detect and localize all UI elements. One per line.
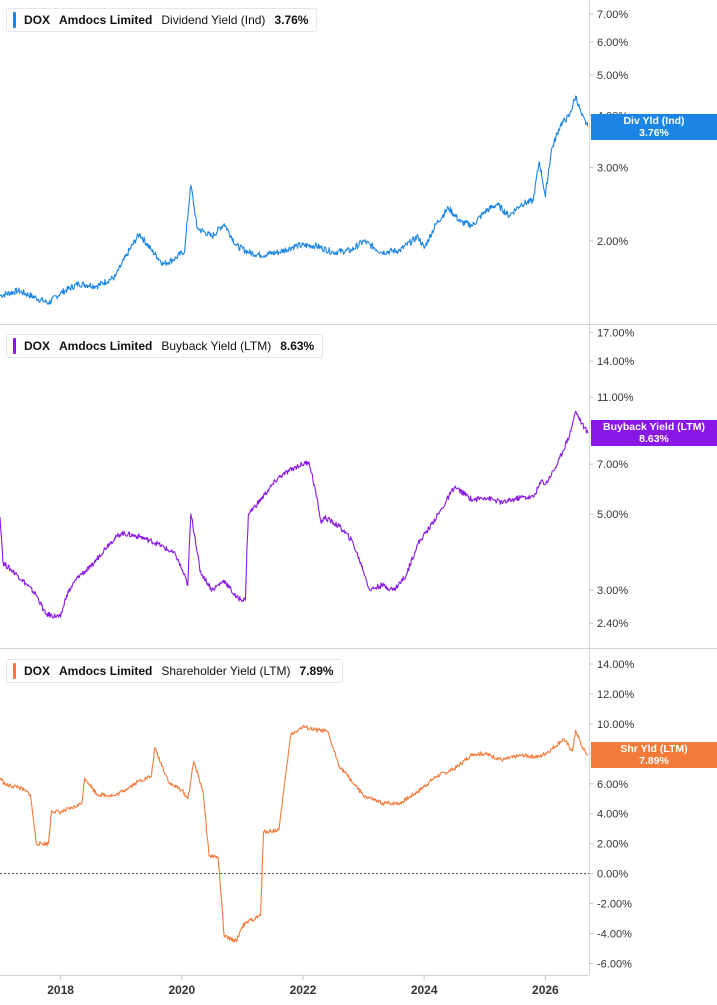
- last-value-tag-buyback: Buyback Yield (LTM) 8.63%: [591, 420, 717, 447]
- x-tick-label: 2024: [411, 983, 438, 997]
- y-tick-label: 14.00%: [597, 356, 635, 368]
- legend-metric: Dividend Yield (Ind): [161, 13, 266, 27]
- y-tick-label: 6.00%: [597, 37, 628, 49]
- y-tick-label: 7.00%: [597, 459, 628, 471]
- y-tick-label: 7.00%: [597, 9, 628, 21]
- y-tick-label: 6.00%: [597, 779, 628, 791]
- tag-value: 8.63%: [639, 433, 669, 446]
- legend-swatch: [13, 663, 16, 679]
- series-line-buyback-yield-ltm-: [0, 410, 589, 619]
- y-tick-label: 12.00%: [597, 689, 635, 701]
- last-value-tag-dividend: Div Yld (Ind) 3.76%: [591, 113, 717, 140]
- tag-label: Shr Yld (LTM): [620, 743, 688, 756]
- legend-ticker: DOX: [24, 339, 51, 353]
- legend-company: Amdocs Limited: [59, 13, 153, 27]
- legend-last-value: 7.89%: [299, 664, 334, 678]
- legend-dividend-yield: DOX Amdocs Limited Dividend Yield (Ind) …: [6, 8, 318, 32]
- legend-metric: Shareholder Yield (LTM): [161, 664, 291, 678]
- y-tick-label: 3.00%: [597, 163, 628, 175]
- legend-company: Amdocs Limited: [59, 664, 153, 678]
- x-tick-label: 2022: [290, 983, 317, 997]
- y-tick-label: 14.00%: [597, 659, 635, 671]
- tag-value: 3.76%: [639, 126, 669, 139]
- tag-label: Div Yld (Ind): [623, 114, 685, 127]
- legend-last-value: 8.63%: [280, 339, 315, 353]
- y-tick-label: -4.00%: [597, 929, 632, 941]
- legend-last-value: 3.76%: [274, 13, 309, 27]
- y-tick-label: 10.00%: [597, 719, 635, 731]
- tag-label: Buyback Yield (LTM): [603, 421, 705, 434]
- y-tick-label: 11.00%: [597, 392, 634, 404]
- x-tick-label: 2020: [168, 983, 195, 997]
- x-tick-label: 2018: [47, 983, 74, 997]
- last-value-tag-shareholder: Shr Yld (LTM) 7.89%: [591, 742, 717, 769]
- x-tick-label: 2026: [532, 983, 559, 997]
- legend-buyback-yield: DOX Amdocs Limited Buyback Yield (LTM) 8…: [6, 334, 324, 358]
- y-tick-label: -6.00%: [597, 959, 632, 971]
- y-tick-label: 2.00%: [597, 839, 628, 851]
- y-tick-label: 17.00%: [597, 327, 635, 339]
- y-tick-label: 3.00%: [597, 585, 628, 597]
- tag-value: 7.89%: [639, 755, 669, 768]
- legend-swatch: [13, 338, 16, 354]
- y-tick-label: 4.00%: [597, 809, 628, 821]
- y-tick-label: 5.00%: [597, 509, 628, 521]
- y-tick-label: 2.00%: [597, 236, 628, 248]
- legend-ticker: DOX: [24, 664, 51, 678]
- legend-company: Amdocs Limited: [59, 339, 153, 353]
- legend-metric: Buyback Yield (LTM): [161, 339, 272, 353]
- series-line-dividend-yield-ind-: [0, 95, 589, 305]
- y-tick-label: 2.40%: [597, 618, 628, 630]
- series-line-shareholder-yield-ltm-: [0, 724, 589, 943]
- legend-shareholder-yield: DOX Amdocs Limited Shareholder Yield (LT…: [6, 659, 343, 683]
- y-tick-label: -2.00%: [597, 899, 632, 911]
- y-tick-label: 5.00%: [597, 70, 628, 82]
- legend-swatch: [13, 12, 16, 28]
- y-tick-label: 0.00%: [597, 869, 628, 881]
- legend-ticker: DOX: [24, 13, 51, 27]
